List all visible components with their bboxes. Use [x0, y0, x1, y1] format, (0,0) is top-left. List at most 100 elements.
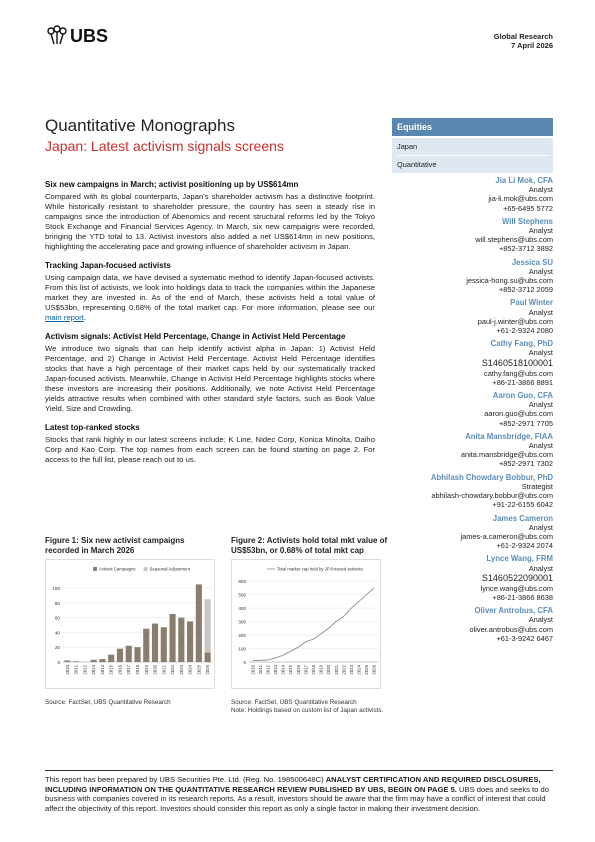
bar: [116, 648, 124, 662]
analyst: Oliver Antrobus, CFA Analyst oliver.antrob…: [392, 606, 553, 643]
analyst-name: Paul Winter: [510, 298, 553, 308]
x-tick-label: 2016: [117, 664, 122, 674]
analyst-phone: +61-2-9324 2074: [496, 541, 553, 551]
analyst-phone: +852-2971 7302: [498, 459, 553, 469]
x-tick-label: 2012: [265, 664, 270, 674]
header-section: Global Research: [493, 32, 553, 41]
legend-label: Seasonal Adjustment: [150, 567, 191, 572]
section-heading: Activism signals: Activist Held Percenta…: [45, 332, 346, 341]
analyst: Jia Li Mok, CFA Analyst jia-li.mok@ubs.com…: [392, 176, 553, 213]
header-date: 7 April 2026: [511, 41, 553, 50]
x-tick-label: 2023: [349, 664, 354, 674]
legend-swatch: [93, 567, 97, 571]
x-tick-label: 2022: [170, 664, 175, 674]
analyst-email: paul-j.winter@ubs.com: [477, 316, 553, 326]
analyst-role: Analyst: [528, 441, 553, 451]
analyst-role: Analyst: [528, 266, 553, 276]
analyst: Cathy Fang, PhD Analyst S1460518100001 cath…: [392, 339, 553, 387]
plot-frame: [45, 559, 215, 689]
x-tick-label: 2021: [161, 664, 166, 674]
subtitle: Japan: Latest activism signals screens: [45, 138, 284, 154]
analyst: Anita Mansbridge, FIAA Analyst anita.mansb…: [392, 432, 553, 469]
x-tick-label: 2026: [372, 664, 377, 674]
x-tick-label: 2013: [273, 664, 278, 674]
analyst-name: Lynce Wang, FRM: [486, 554, 553, 564]
sidebar-tag: Japan: [397, 142, 548, 156]
sidebar: Equities Japan Quantitative: [392, 118, 553, 173]
header-meta: Global Research 7 April 2026: [494, 32, 553, 50]
section-heading: Tracking Japan-focused activists: [45, 261, 171, 270]
analyst-id: S1460522090001: [481, 572, 553, 583]
bar: [195, 584, 202, 662]
analyst-name: Will Stephens: [501, 216, 553, 226]
analyst-phone: +852-3712 2059: [498, 285, 553, 295]
analyst-name: Aaron Guo, CFA: [492, 391, 553, 401]
analyst: Aaron Guo, CFA Analyst aaron.guo@ubs.com +8…: [392, 391, 553, 428]
x-tick-label: 2026: [205, 664, 210, 674]
analyst-phone: +86-21-3866 8638: [492, 592, 553, 602]
bar: [143, 628, 150, 662]
line: [252, 587, 375, 662]
y-tick-label: 0: [57, 660, 60, 665]
analyst-email: abhilash-chowdary.bobbur@ubs.com: [431, 491, 553, 501]
bar: [64, 660, 71, 662]
body-text: Using campaign data, we have devised a s…: [45, 273, 375, 312]
analyst-name: Cathy Fang, PhD: [490, 339, 553, 349]
x-tick-label: 2010: [250, 664, 255, 674]
footer: This report has been prepared by UBS Sec…: [45, 770, 553, 813]
sidebar-tags: Japan Quantitative: [392, 138, 553, 173]
bar: [99, 659, 106, 662]
y-tick-label: 600: [238, 579, 246, 584]
analyst-list: Jia Li Mok, CFA Analyst jia-li.mok@ubs.com…: [392, 176, 553, 647]
y-tick-label: 80: [55, 601, 61, 606]
bar: [134, 647, 141, 662]
bar: [169, 613, 176, 662]
x-tick-label: 2020: [153, 664, 158, 674]
figure-source: Source: FactSet, UBS Quantitative Resear…: [45, 699, 171, 706]
bar: [90, 659, 97, 662]
legend-swatch: [143, 567, 148, 571]
footer-bold: ANALYST CERTIFICATION AND REQUIRED DISCL…: [45, 775, 541, 794]
bar: [204, 652, 211, 662]
link[interactable]: main report: [45, 313, 84, 322]
analyst-phone: +61-3-9242 6467: [496, 633, 553, 643]
analyst-role: Analyst: [528, 400, 553, 410]
plot-frame: [231, 559, 381, 689]
bar: [151, 623, 159, 662]
x-tick-label: 2018: [311, 664, 316, 674]
x-tick-label: 2025: [364, 664, 369, 674]
sidebar-label: Equities: [392, 118, 553, 136]
y-tick-label: 40: [55, 630, 61, 635]
x-tick-label: 2011: [74, 664, 79, 674]
x-tick-label: 2024: [357, 664, 362, 674]
y-tick-label: 400: [238, 606, 246, 611]
bar: [125, 645, 132, 662]
analyst-email: jessica-hong.su@ubs.com: [466, 276, 553, 286]
analyst-role: Analyst: [528, 226, 553, 236]
x-tick-label: 2015: [109, 664, 114, 674]
analyst-email: jia-li.mok@ubs.com: [488, 194, 553, 204]
figure-note: Note: Holdings based on custom list of J…: [231, 707, 384, 714]
body-text: Compared with its global counterparts, J…: [45, 192, 375, 251]
x-tick-label: 2017: [303, 664, 308, 674]
analyst-email: cathy.fang@ubs.com: [484, 368, 553, 378]
body-text: .: [83, 313, 87, 322]
analyst-role: Analyst: [528, 522, 553, 532]
x-tick-label: 2025: [196, 664, 201, 674]
logo-mark: UBS: [47, 25, 108, 46]
analyst-role: Analyst: [528, 348, 553, 358]
analyst-name: James Cameron: [492, 513, 553, 523]
analyst-email: anita.mansbridge@ubs.com: [460, 450, 553, 460]
title: Quantitative Monographs: [45, 116, 235, 135]
logo: UBS: [45, 24, 125, 53]
analyst-email: oliver.antrobus@ubs.com: [469, 624, 553, 634]
analyst-email: will.stephens@ubs.com: [475, 235, 553, 245]
analyst-name: Oliver Antrobus, CFA: [474, 606, 553, 616]
y-tick-label: 60: [55, 616, 61, 621]
bar: [73, 661, 80, 662]
sidebar-tag: Quantitative: [397, 160, 437, 169]
x-tick-label: 2019: [319, 664, 324, 674]
